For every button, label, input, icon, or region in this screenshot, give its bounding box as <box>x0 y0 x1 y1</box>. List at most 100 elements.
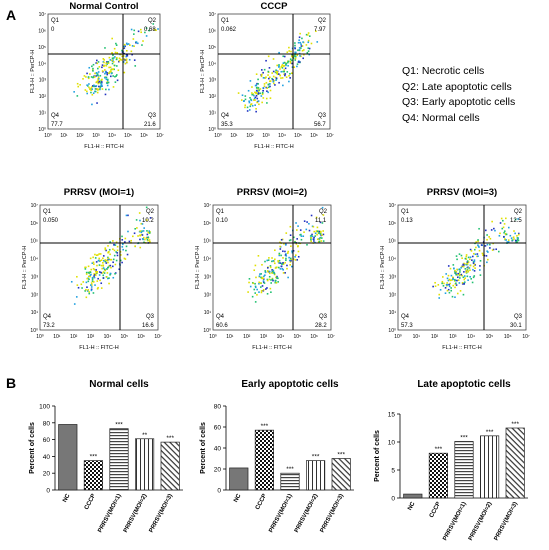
flow-dot <box>457 272 459 275</box>
flow-dot <box>286 267 288 270</box>
flow-dot <box>260 276 262 279</box>
flow-dot <box>125 49 128 52</box>
flow-dot <box>463 282 466 284</box>
flow-dot <box>100 79 103 81</box>
flow-dot <box>320 230 322 233</box>
flow-dot <box>115 251 117 253</box>
flow-dot <box>259 286 262 288</box>
flow-dot <box>90 268 93 271</box>
flow-dot <box>497 250 500 253</box>
flow-dot <box>96 280 99 282</box>
q2-label: Q2 <box>319 209 328 215</box>
flow-dot <box>278 266 280 269</box>
flow-dot <box>143 227 145 229</box>
flow-dot <box>315 230 318 232</box>
flow-dot <box>101 81 103 83</box>
flow-dot <box>97 79 99 82</box>
flow-dot <box>255 107 257 110</box>
flow-dot <box>277 277 279 280</box>
flow-dot <box>86 290 89 292</box>
flow-dot <box>305 228 308 231</box>
flow-dot <box>285 232 288 234</box>
flow-dot <box>105 249 107 252</box>
flow-dot <box>91 278 94 280</box>
flow-dot <box>261 277 263 280</box>
flow-dot <box>297 255 300 258</box>
y-tick-label: 10⁰ <box>388 328 396 334</box>
flow-dot <box>445 273 447 275</box>
flow-dot <box>300 43 302 46</box>
flow-dot <box>145 206 148 209</box>
flow-dot <box>86 286 88 289</box>
q3-value: 21.6 <box>144 122 156 128</box>
flow-dot <box>118 59 121 62</box>
flow-dot <box>465 258 468 260</box>
flow-dot <box>473 270 476 272</box>
flow-dot <box>274 281 277 284</box>
flow-dot <box>295 222 297 224</box>
flow-dot <box>466 275 469 278</box>
flow-dot <box>108 265 111 267</box>
flow-dot <box>110 71 112 73</box>
flow-dot <box>255 94 258 97</box>
flow-dot <box>488 236 490 238</box>
flow-dot <box>503 230 506 232</box>
flow-dot <box>307 41 310 44</box>
flow-dot <box>102 277 105 279</box>
flow-dot <box>79 84 81 86</box>
flow-dot <box>290 59 293 62</box>
flow-dot <box>254 292 257 294</box>
flow-dot <box>126 43 128 46</box>
flow-dot <box>109 264 112 267</box>
flow-dot <box>134 65 137 67</box>
flow-dot <box>101 66 103 69</box>
flow-dot <box>441 276 444 278</box>
flow-dot <box>118 268 121 271</box>
flow-dot <box>130 28 133 31</box>
y-tick-label: 0 <box>391 496 395 503</box>
flow-dot <box>100 259 103 262</box>
flow-dot <box>484 229 487 232</box>
flow-dot <box>452 264 455 266</box>
flow-dot <box>110 266 112 269</box>
flow-plot-title: PRRSV (MOI=3) <box>427 187 497 198</box>
flow-dot <box>104 260 107 263</box>
flow-dot <box>93 85 95 88</box>
x-tick-label: 10⁷ <box>326 133 334 139</box>
q2-value: 7.97 <box>314 27 326 33</box>
flow-dot <box>517 239 520 242</box>
flow-dot <box>116 252 119 254</box>
flow-dot <box>262 281 265 283</box>
flow-dot <box>319 221 322 224</box>
flow-dot <box>313 236 315 239</box>
flow-dot <box>246 110 249 112</box>
flow-dot <box>94 88 97 90</box>
significance-label: ** <box>142 432 148 439</box>
flow-dot <box>103 268 106 271</box>
flow-dot <box>462 263 464 266</box>
flow-dot <box>310 214 313 217</box>
flow-dot <box>98 264 101 266</box>
flow-dot <box>468 267 471 269</box>
flow-dot <box>85 296 88 299</box>
legend-item-q4: Q4: Normal cells <box>402 111 480 124</box>
flow-dot <box>467 256 470 259</box>
flow-dot <box>287 60 290 63</box>
flow-dot <box>265 86 268 89</box>
flow-dot <box>461 283 464 285</box>
flow-dot <box>149 240 151 243</box>
flow-dot <box>469 256 472 259</box>
flow-dot <box>302 235 305 238</box>
bar <box>83 460 103 491</box>
flow-dot <box>264 270 267 272</box>
flow-dot <box>307 47 310 49</box>
flow-dot <box>275 277 278 279</box>
flow-dot <box>476 253 479 255</box>
flow-dot <box>274 249 276 252</box>
flow-dot <box>444 287 447 289</box>
flow-dot <box>510 237 513 239</box>
flow-dot <box>146 233 149 236</box>
flow-dot <box>447 279 450 282</box>
flow-dot <box>135 41 138 43</box>
